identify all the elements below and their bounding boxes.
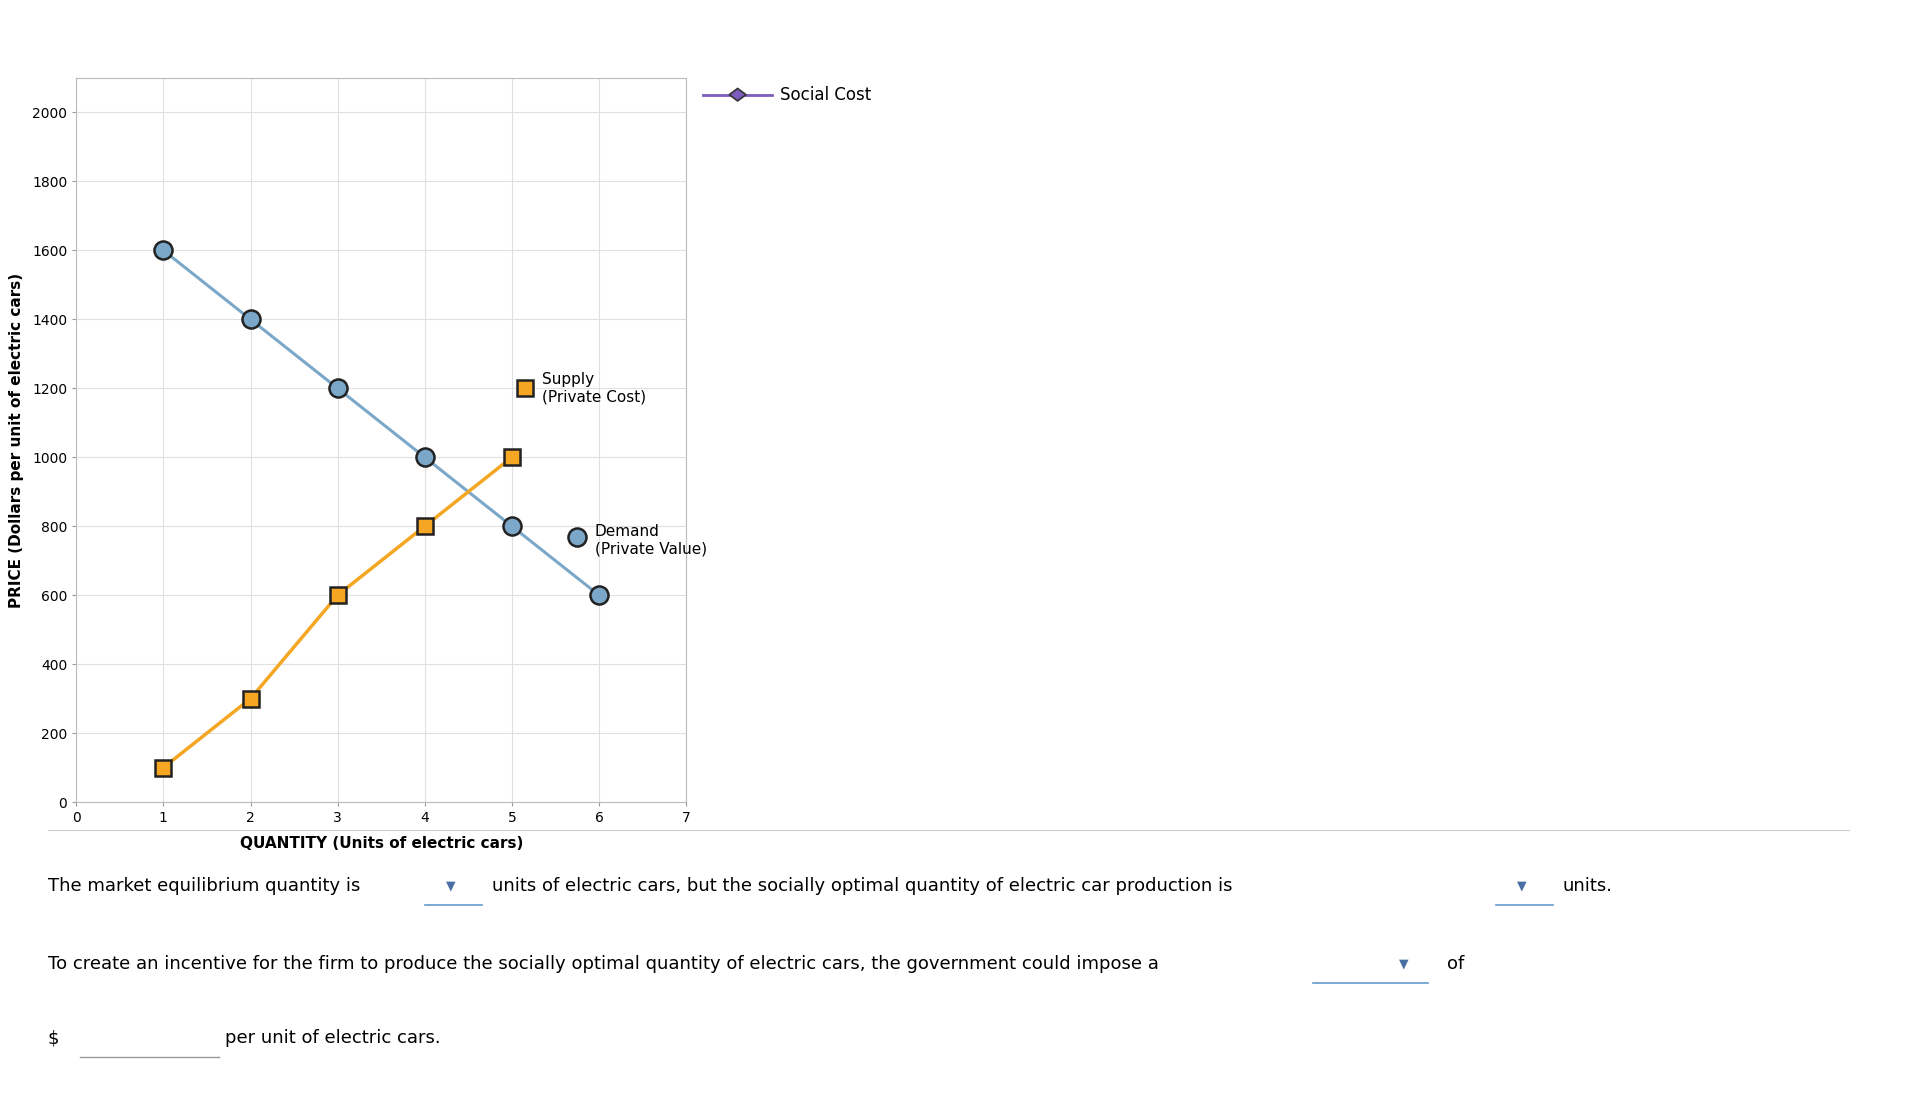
Text: units.: units. xyxy=(1562,877,1612,895)
Text: To create an incentive for the firm to produce the socially optimal quantity of : To create an incentive for the firm to p… xyxy=(48,955,1158,973)
Text: Supply
(Private Cost): Supply (Private Cost) xyxy=(543,372,646,404)
Text: per unit of electric cars.: per unit of electric cars. xyxy=(225,1029,440,1047)
Text: ▼: ▼ xyxy=(1516,879,1526,892)
Text: Demand
(Private Value): Demand (Private Value) xyxy=(594,524,707,556)
Text: ▼: ▼ xyxy=(1398,957,1408,970)
Text: The market equilibrium quantity is: The market equilibrium quantity is xyxy=(48,877,360,895)
Text: of: of xyxy=(1446,955,1463,973)
Text: units of electric cars, but the socially optimal quantity of electric car produc: units of electric cars, but the socially… xyxy=(491,877,1233,895)
Y-axis label: PRICE (Dollars per unit of electric cars): PRICE (Dollars per unit of electric cars… xyxy=(10,273,23,607)
Text: ▼: ▼ xyxy=(446,879,455,892)
Text: Social Cost: Social Cost xyxy=(779,86,871,104)
X-axis label: QUANTITY (Units of electric cars): QUANTITY (Units of electric cars) xyxy=(240,837,522,851)
Text: $: $ xyxy=(48,1029,59,1047)
